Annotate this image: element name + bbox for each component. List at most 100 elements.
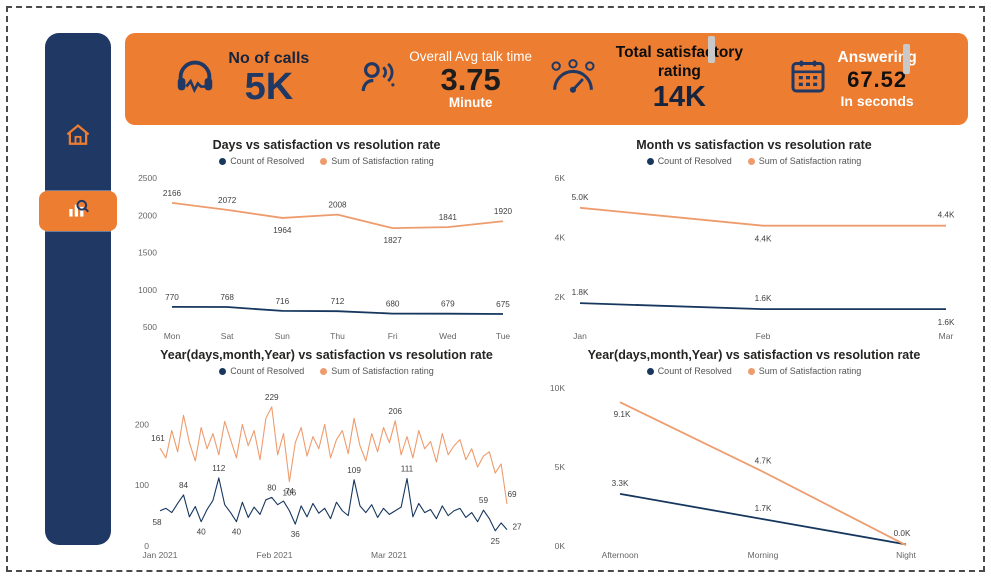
- kpi-no-of-calls: No of calls 5K: [139, 50, 343, 108]
- legend-item-satisfaction-rating[interactable]: Sum of Satisfaction rating: [320, 366, 434, 376]
- legend-item-count-of-resolved[interactable]: Count of Resolved: [646, 366, 732, 376]
- legend-dot-orange-icon: [747, 157, 755, 165]
- svg-text:Night: Night: [896, 550, 916, 560]
- legend-label: Sum of Satisfaction rating: [758, 366, 862, 376]
- line-chart-plot[interactable]: 6K 4K 2K Jan Feb Mar 1.8K 1.6K 1.6K 5.0K 4.4K 4.4K: [540, 166, 968, 343]
- svg-text:1841: 1841: [439, 213, 458, 222]
- kpi-value: 14K: [652, 80, 706, 113]
- calendar-icon: [788, 56, 828, 101]
- svg-text:5.0K: 5.0K: [572, 193, 589, 202]
- svg-text:1.7K: 1.7K: [755, 504, 772, 513]
- svg-text:Wed: Wed: [439, 331, 457, 341]
- svg-text:206: 206: [388, 407, 402, 416]
- slicer-scrollbar[interactable]: [708, 36, 715, 63]
- legend-label: Count of Resolved: [657, 366, 732, 376]
- kpi-title: Total satisfactory rating: [615, 44, 743, 81]
- svg-text:679: 679: [441, 300, 455, 309]
- charts-nav-button[interactable]: [39, 191, 117, 231]
- chart-title: Days vs satisfaction vs resolution rate: [212, 138, 441, 152]
- legend-label: Count of Resolved: [230, 366, 305, 376]
- legend-item-count-of-resolved[interactable]: Count of Resolved: [646, 156, 732, 166]
- svg-text:1500: 1500: [138, 248, 157, 258]
- svg-text:1.6K: 1.6K: [755, 294, 772, 303]
- home-button[interactable]: [62, 121, 94, 153]
- chart-legend: Count of Resolved Sum of Satisfaction ra…: [128, 366, 525, 376]
- kpi-avg-talk-time: Overall Avg talk time 3.75 Minute: [343, 49, 547, 110]
- svg-text:40: 40: [232, 528, 242, 537]
- svg-text:Feb: Feb: [756, 331, 771, 341]
- svg-text:680: 680: [386, 300, 400, 309]
- panel-daily-chart: Year(days,month,Year) vs satisfaction vs…: [128, 346, 525, 562]
- svg-text:2000: 2000: [138, 210, 157, 220]
- legend-dot-blue-icon: [646, 157, 654, 165]
- svg-text:4.7K: 4.7K: [755, 457, 772, 466]
- kpi-title: No of calls: [228, 50, 310, 68]
- svg-text:500: 500: [143, 322, 157, 332]
- svg-text:Thu: Thu: [330, 331, 345, 341]
- svg-text:1964: 1964: [273, 226, 292, 235]
- svg-text:27: 27: [512, 523, 522, 532]
- kpi-value: 67.52: [847, 66, 908, 92]
- svg-text:712: 712: [331, 297, 345, 306]
- svg-text:Jan 2021: Jan 2021: [143, 550, 178, 560]
- legend-dot-blue-icon: [219, 367, 227, 375]
- svg-text:25: 25: [491, 537, 501, 546]
- legend-label: Sum of Satisfaction rating: [758, 156, 862, 166]
- svg-text:1000: 1000: [138, 285, 157, 295]
- chart-title: Year(days,month,Year) vs satisfaction vs…: [160, 348, 493, 362]
- legend-item-satisfaction-rating[interactable]: Sum of Satisfaction rating: [747, 156, 862, 166]
- svg-text:58: 58: [152, 518, 162, 527]
- slicer-scrollbar[interactable]: [903, 44, 910, 74]
- talk-time-icon: [357, 56, 399, 103]
- svg-text:Sat: Sat: [221, 331, 234, 341]
- svg-text:Mar: Mar: [939, 331, 954, 341]
- svg-text:2500: 2500: [138, 173, 157, 183]
- svg-text:109: 109: [347, 466, 361, 475]
- svg-text:106: 106: [283, 489, 297, 498]
- legend-dot-orange-icon: [320, 157, 328, 165]
- legend-dot-orange-icon: [320, 367, 328, 375]
- svg-text:Feb 2021: Feb 2021: [257, 550, 293, 560]
- line-chart-plot[interactable]: 200 100 0 Jan 2021 Feb 2021 Mar 2021 58 84 40 112…: [128, 376, 525, 562]
- svg-text:6K: 6K: [555, 173, 566, 183]
- svg-text:Tue: Tue: [496, 331, 511, 341]
- svg-text:112: 112: [212, 464, 225, 473]
- svg-text:84: 84: [179, 481, 189, 490]
- svg-text:768: 768: [220, 293, 234, 302]
- svg-text:0: 0: [144, 541, 149, 551]
- legend-dot-blue-icon: [646, 367, 654, 375]
- chart-legend: Count of Resolved Sum of Satisfaction ra…: [540, 366, 968, 376]
- line-chart-plot[interactable]: 10K 5K 0K Afternoon Morning Night 3.3K 1.7K 9.1K…: [540, 376, 968, 562]
- svg-text:59: 59: [479, 496, 489, 505]
- svg-text:Sun: Sun: [275, 331, 290, 341]
- svg-text:4K: 4K: [555, 233, 566, 243]
- svg-text:80: 80: [267, 483, 277, 492]
- legend-item-count-of-resolved[interactable]: Count of Resolved: [219, 156, 304, 166]
- legend-item-satisfaction-rating[interactable]: Sum of Satisfaction rating: [320, 156, 434, 166]
- satisfaction-gauge-icon: [547, 59, 599, 98]
- kpi-title: Overall Avg talk time: [409, 48, 533, 64]
- line-chart-plot[interactable]: 2500 2000 1500 1000 500 Mon Sat Sun Thu Fri Wed Tue…: [128, 166, 525, 343]
- chart-title: Year(days,month,Year) vs satisfaction vs…: [587, 348, 921, 362]
- headset-icon: [172, 53, 218, 104]
- svg-text:111: 111: [401, 465, 414, 474]
- legend-item-satisfaction-rating[interactable]: Sum of Satisfaction rating: [747, 366, 862, 376]
- svg-text:36: 36: [291, 530, 301, 539]
- svg-text:0K: 0K: [555, 541, 566, 551]
- svg-text:69: 69: [507, 490, 517, 499]
- kpi-value: 5K: [244, 66, 294, 109]
- kpi-header: No of calls 5K Overall Avg talk time 3.7…: [125, 33, 968, 125]
- svg-text:1827: 1827: [384, 236, 403, 245]
- legend-item-count-of-resolved[interactable]: Count of Resolved: [219, 366, 304, 376]
- svg-text:5K: 5K: [555, 462, 566, 472]
- svg-text:4.4K: 4.4K: [755, 235, 772, 244]
- svg-text:716: 716: [275, 297, 289, 306]
- svg-text:3.3K: 3.3K: [612, 479, 629, 488]
- legend-dot-blue-icon: [219, 157, 227, 165]
- legend-label: Count of Resolved: [657, 156, 732, 166]
- kpi-answering: Answering 67.52 In seconds: [750, 49, 954, 109]
- home-icon: [63, 120, 93, 155]
- kpi-title: Answering: [837, 48, 917, 66]
- svg-text:Fri: Fri: [388, 331, 398, 341]
